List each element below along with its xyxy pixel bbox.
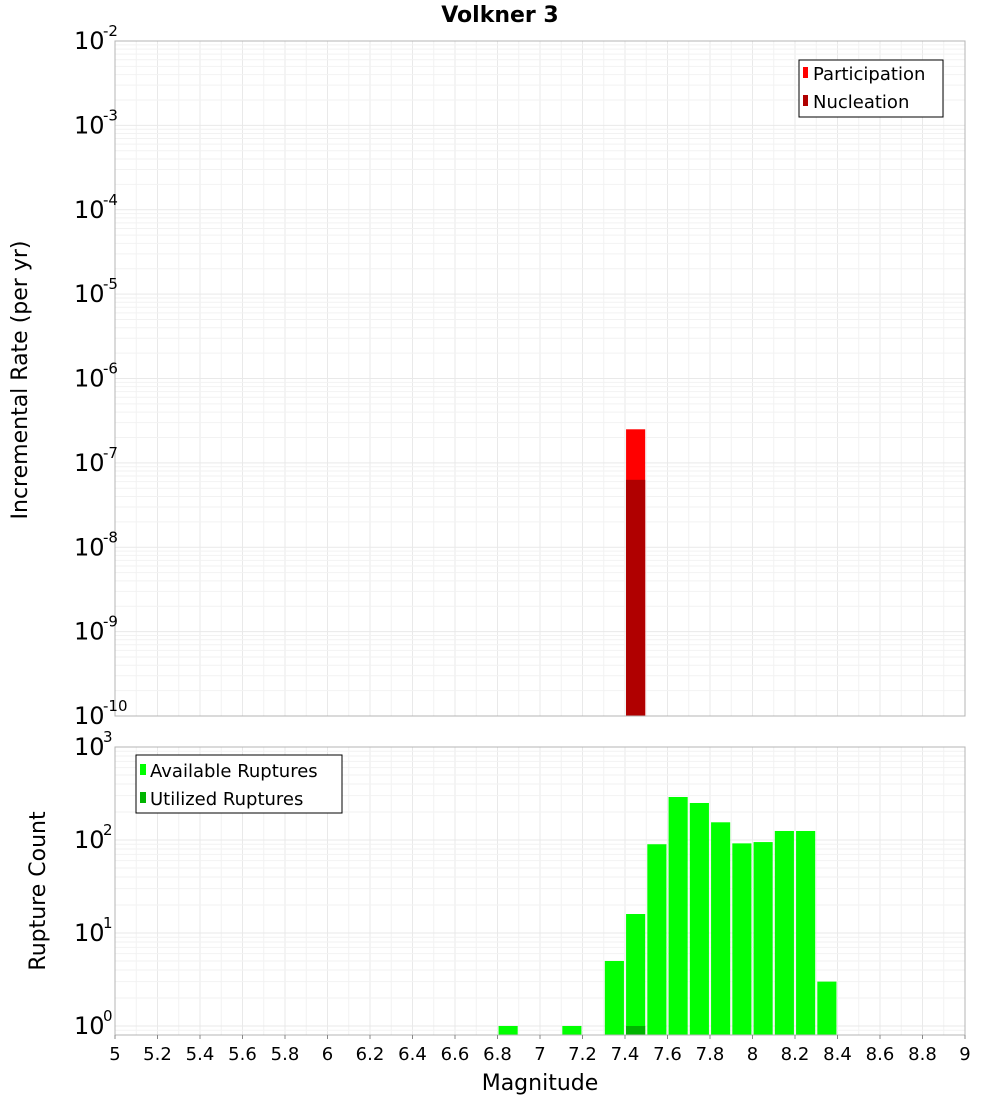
participation-nucleation-panel: 10-210-310-410-510-610-710-810-910-10 In…	[8, 22, 966, 730]
legend-swatch-nucleation	[803, 95, 808, 106]
bottom-y-tick-label: 10	[74, 826, 105, 854]
x-tick-label: 8.2	[781, 1044, 810, 1065]
top-y-tick-label: 10	[74, 365, 105, 393]
bottom-legend-box	[135, 754, 343, 814]
top-y-tick-label: 10	[74, 449, 105, 477]
bottom-bar-available-ruptures	[498, 1025, 518, 1035]
top-y-tick-exponent: -7	[103, 444, 118, 462]
top-bar-nucleation	[626, 479, 646, 716]
chart-title: Volkner 3	[441, 3, 559, 28]
bottom-y-tick-exponent: 2	[103, 821, 113, 839]
x-tick-label: 7.2	[568, 1044, 597, 1065]
top-y-tick-label: 10	[74, 27, 105, 55]
top-y-tick-label: 10	[74, 280, 105, 308]
bottom-bar-available-ruptures	[626, 914, 646, 1035]
x-ticks: 5 5.2 5.4 5.6 5.8 6 6.2 6.4 6.6 6.8 7 7.2 7.4 7.6 7.8 8…	[109, 1035, 971, 1065]
x-tick-label: 9	[959, 1044, 970, 1065]
bottom-y-tick-exponent: 1	[103, 914, 113, 932]
legend-label-available: Available Ruptures	[150, 761, 318, 782]
x-tick-label: 6.8	[483, 1044, 512, 1065]
x-tick-label: 8.6	[866, 1044, 895, 1065]
x-tick-label: 5.6	[228, 1044, 257, 1065]
bottom-y-tick-label: 10	[74, 1012, 105, 1040]
bottom-bar-available-ruptures	[604, 960, 624, 1035]
legend-label-utilized: Utilized Ruptures	[150, 789, 303, 810]
x-tick-label: 6.4	[398, 1044, 427, 1065]
bottom-bar-available-ruptures	[647, 844, 667, 1035]
bottom-bar-utilized-ruptures	[626, 1025, 646, 1035]
bottom-bar-available-ruptures	[711, 822, 731, 1035]
legend-swatch-available	[140, 764, 146, 775]
top-y-tick-label: 10	[74, 702, 105, 730]
top-y-tick-exponent: -5	[103, 275, 118, 293]
top-y-tick-label: 10	[74, 618, 105, 646]
top-y-tick-exponent: -3	[103, 106, 118, 124]
bottom-bar-available-ruptures	[753, 842, 773, 1035]
x-tick-label: 5	[109, 1044, 120, 1065]
top-y-tick-exponent: -2	[103, 22, 118, 40]
bottom-y-tick-label: 10	[74, 919, 105, 947]
bottom-y-tick-exponent: 0	[103, 1007, 113, 1025]
x-tick-label: 7.4	[611, 1044, 640, 1065]
bottom-legend: Available Ruptures Utilized Ruptures	[135, 754, 343, 814]
x-tick-label: 6	[322, 1044, 333, 1065]
x-tick-label: 7.8	[696, 1044, 725, 1065]
bottom-bars	[498, 796, 837, 1035]
top-y-tick-label: 10	[74, 533, 105, 561]
top-y-ticks: 10-210-310-410-510-610-710-810-910-10	[74, 22, 128, 730]
bottom-bar-available-ruptures	[732, 843, 752, 1035]
top-y-axis-label: Incremental Rate (per yr)	[8, 241, 33, 520]
top-bars	[626, 429, 646, 716]
bottom-bar-available-ruptures	[817, 981, 837, 1035]
bottom-bar-available-ruptures	[562, 1025, 582, 1035]
bottom-y-axis-label: Rupture Count	[26, 811, 51, 971]
legend-swatch-utilized	[140, 792, 146, 803]
x-tick-label: 7.6	[653, 1044, 682, 1065]
x-tick-label: 8.8	[908, 1044, 937, 1065]
top-y-tick-label: 10	[74, 196, 105, 224]
legend-label-nucleation: Nucleation	[813, 92, 909, 113]
bottom-y-tick-exponent: 3	[103, 728, 113, 746]
top-y-tick-exponent: -8	[103, 528, 118, 546]
bottom-y-tick-label: 10	[74, 733, 105, 761]
top-legend: Participation Nucleation	[798, 59, 944, 118]
x-axis-label: Magnitude	[482, 1071, 599, 1096]
x-tick-label: 5.2	[143, 1044, 172, 1065]
bottom-bar-available-ruptures	[774, 830, 794, 1035]
x-tick-label: 6.2	[356, 1044, 385, 1065]
top-plot-frame	[114, 40, 966, 717]
bottom-bar-available-ruptures	[796, 830, 816, 1035]
x-tick-label: 7	[534, 1044, 545, 1065]
top-y-tick-exponent: -10	[103, 697, 128, 715]
x-tick-label: 5.4	[186, 1044, 215, 1065]
x-tick-label: 8	[747, 1044, 758, 1065]
x-tick-label: 6.6	[441, 1044, 470, 1065]
x-tick-label: 5.8	[271, 1044, 300, 1065]
legend-swatch-participation	[803, 67, 808, 78]
top-y-tick-exponent: -4	[103, 191, 118, 209]
top-gridlines	[114, 40, 966, 717]
top-legend-box	[798, 59, 944, 118]
top-y-tick-exponent: -9	[103, 613, 118, 631]
legend-label-participation: Participation	[813, 64, 925, 85]
bottom-bar-available-ruptures	[668, 796, 688, 1035]
top-y-tick-exponent: -6	[103, 360, 118, 378]
x-tick-label: 8.4	[823, 1044, 852, 1065]
bottom-bar-available-ruptures	[689, 802, 709, 1035]
top-y-tick-label: 10	[74, 111, 105, 139]
